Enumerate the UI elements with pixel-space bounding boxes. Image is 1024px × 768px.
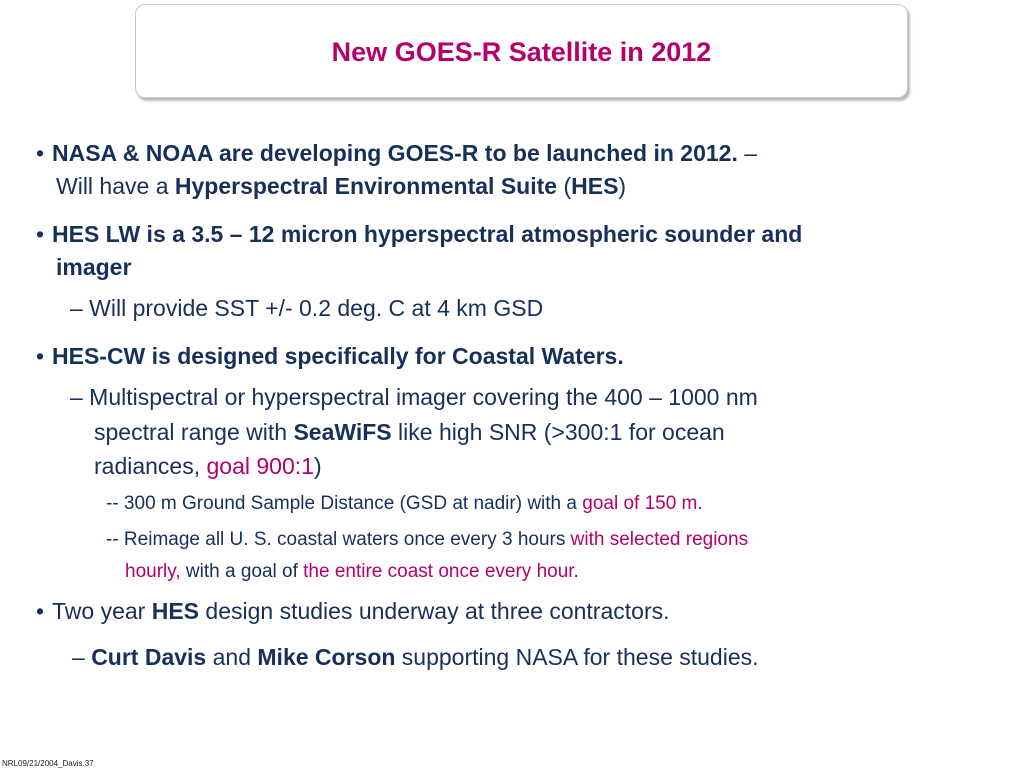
bullet-4-sub-1: – Curt Davis and Mike Corson supporting …: [72, 643, 759, 671]
bullet-2-sub-1-text: – Will provide SST +/- 0.2 deg. C at 4 k…: [70, 295, 544, 321]
bullet-3-subsub-1-text: -- 300 m Ground Sample Distance (GSD at …: [106, 493, 583, 514]
bullet-1-line-2-bold2: HES: [571, 173, 619, 199]
bullet-4-sub-mid: and: [206, 644, 258, 670]
goal-snr: goal 900:1: [206, 453, 314, 479]
bullet-3-sub-1-line-3: radiances, goal 900:1): [94, 452, 322, 480]
selected-regions: with selected regions: [570, 529, 749, 550]
bullet-3-subsub-2-text: -- Reimage all U. S. coastal waters once…: [106, 529, 571, 550]
bullet-marker: •: [36, 598, 45, 624]
slide-title: New GOES-R Satellite in 2012: [331, 36, 712, 67]
bullet-1-line-2-pre: Will have a: [56, 173, 175, 199]
person-mike-corson: Mike Corson: [257, 644, 396, 670]
person-curt-davis: Curt Davis: [91, 644, 207, 670]
seawifs-label: SeaWiFS: [293, 419, 392, 445]
bullet-3-subsub-2-end: .: [573, 561, 579, 582]
bullet-3-subsub-1: -- 300 m Ground Sample Distance (GSD at …: [106, 492, 703, 516]
slide-footer: NRL09/21/2004_Davis.37: [2, 759, 94, 768]
bullet-4-line-1: • Two year HES design studies underway at…: [36, 597, 670, 625]
bullet-2-line-2: imager: [56, 253, 131, 281]
bullet-1-line-2-mid: (: [557, 173, 572, 199]
title-box: New GOES-R Satellite in 2012: [135, 4, 908, 98]
bullet-1-bold: NASA & NOAA are developing GOES-R to be …: [52, 140, 738, 166]
hourly-text: hourly,: [125, 561, 181, 582]
bullet-1-dash: –: [737, 140, 758, 166]
bullet-4-post: design studies underway at three contrac…: [199, 598, 670, 624]
bullet-3-line-1: • HES-CW is designed specifically for Coa…: [36, 342, 624, 370]
bullet-marker: •: [36, 221, 45, 247]
bullet-3-sub-1-line-3-pre: radiances,: [94, 453, 207, 479]
bullet-4-hes: HES: [151, 598, 200, 624]
bullet-marker: •: [36, 343, 45, 369]
bullet-3-sub-1-line-2-post: like high SNR (>300:1 for ocean: [391, 419, 725, 445]
bullet-3-bold: HES-CW is designed specifically for Coas…: [52, 343, 624, 369]
goal-gsd: goal of 150 m.: [582, 493, 703, 514]
bullet-3-sub-1-line-2-pre: spectral range with: [94, 419, 294, 445]
bullet-1-line-2: Will have a Hyperspectral Environmental …: [56, 172, 626, 200]
bullet-4-pre: Two year: [52, 598, 152, 624]
bullet-3-subsub-2-line-1: -- Reimage all U. S. coastal waters once…: [106, 528, 748, 552]
bullet-3-sub-1-text: – Multispectral or hyperspectral imager …: [70, 384, 758, 410]
bullet-2-text: HES LW is a 3.5 – 12 micron hyperspectra…: [52, 221, 803, 247]
bullet-1-line-2-post: ): [618, 173, 627, 199]
bullet-4-sub-post: supporting NASA for these studies.: [395, 644, 759, 670]
bullet-3-subsub-2-line-2: hourly, with a goal of the entire coast …: [125, 560, 579, 584]
bullet-marker: •: [36, 140, 45, 166]
bullet-2-text-cont: imager: [56, 254, 132, 280]
bullet-3-sub-1-line-2: spectral range with SeaWiFS like high SN…: [94, 418, 725, 446]
bullet-1-line-1: • NASA & NOAA are developing GOES-R to be…: [36, 139, 757, 167]
bullet-2-sub-1: – Will provide SST +/- 0.2 deg. C at 4 k…: [70, 294, 543, 322]
bullet-3-subsub-2-mid: with a goal of: [180, 561, 304, 582]
bullet-3-sub-1-line-3-post: ): [313, 453, 322, 479]
bullet-2-line-1: • HES LW is a 3.5 – 12 micron hyperspectr…: [36, 220, 802, 248]
bullet-1-line-2-bold: Hyperspectral Environmental Suite: [174, 173, 558, 199]
entire-coast-goal: the entire coast once every hour: [303, 561, 574, 582]
bullet-3-sub-1-line-1: – Multispectral or hyperspectral imager …: [70, 383, 758, 411]
bullet-4-sub-dash: –: [72, 644, 92, 670]
